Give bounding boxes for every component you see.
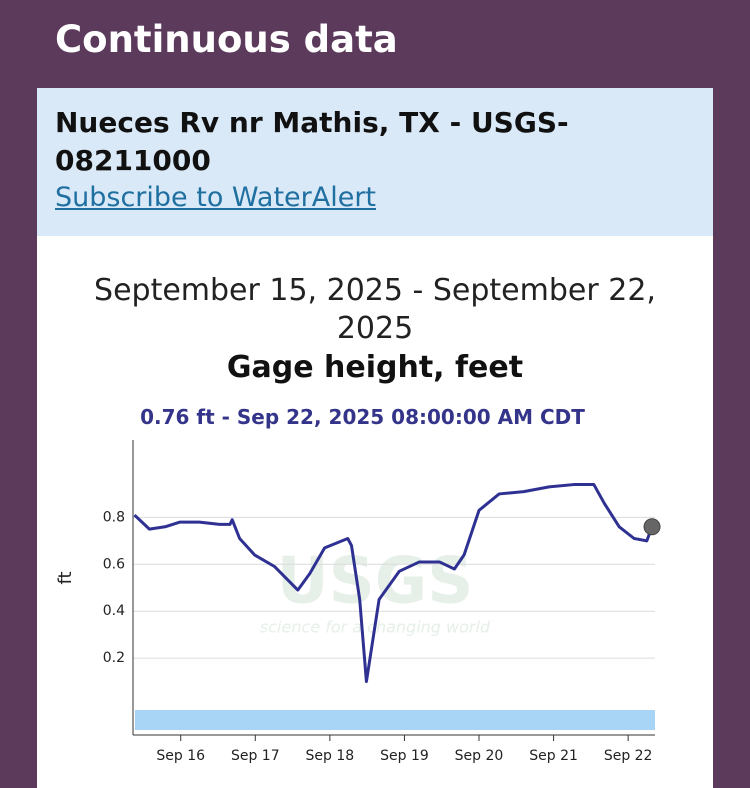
current-point [643, 518, 661, 536]
x-tick-label: Sep 21 [529, 748, 578, 764]
site-name: Nueces Rv nr Mathis, TX - USGS-08211000 [55, 106, 569, 177]
x-tick-label: Sep 16 [156, 748, 205, 764]
y-axis-label: ft [55, 571, 76, 584]
y-tick-label: 0.2 [103, 650, 125, 666]
subscribe-link[interactable]: Subscribe to WaterAlert [55, 182, 377, 213]
site-box: Nueces Rv nr Mathis, TX - USGS-08211000 … [37, 88, 713, 236]
y-tick-label: 0.6 [103, 556, 125, 572]
chart-title: September 15, 2025 - September 22, 2025 [94, 273, 656, 346]
x-tick-label: Sep 22 [604, 748, 653, 764]
chart-panel [37, 236, 713, 788]
watermark-logo: USGS [277, 545, 474, 619]
gage-line [133, 483, 654, 684]
y-tick-label: 0.4 [103, 603, 125, 619]
chart-subtitle: Gage height, feet [226, 350, 524, 385]
readout: 0.76 ft - Sep 22, 2025 08:00:00 AM CDT [140, 405, 585, 429]
header-title: Continuous data [55, 18, 398, 61]
x-tick-label: Sep 18 [306, 748, 355, 764]
x-tick-label: Sep 20 [455, 748, 504, 764]
y-tick-label: 0.8 [103, 509, 125, 525]
time-band [135, 710, 655, 730]
x-tick-label: Sep 17 [231, 748, 280, 764]
x-tick-label: Sep 19 [380, 748, 429, 764]
